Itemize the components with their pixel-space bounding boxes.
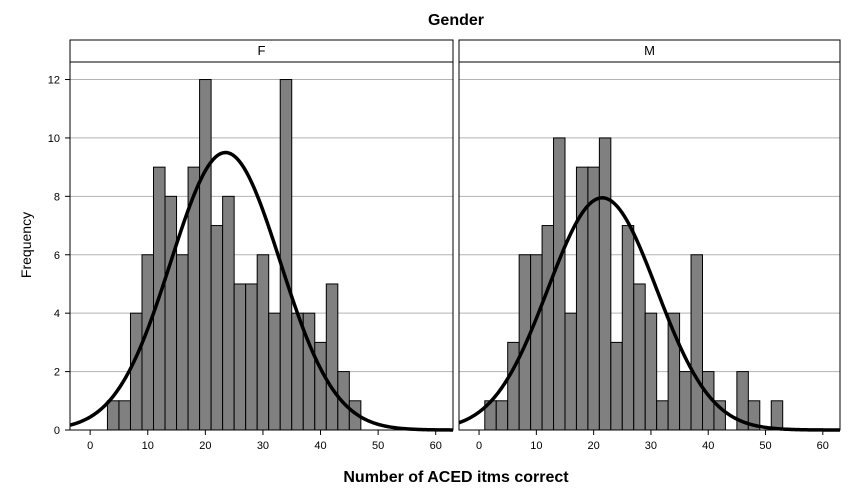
plot-frame	[458, 61, 841, 431]
histogram-bar	[256, 254, 270, 431]
x-tick-label: 40	[314, 440, 326, 452]
histogram-bar	[129, 312, 143, 431]
x-tick-label: 0	[476, 440, 482, 452]
histogram-bar	[325, 283, 339, 431]
histogram-bar	[164, 195, 178, 431]
y-tick-label: 10	[48, 133, 60, 145]
y-tick-label: 6	[54, 250, 60, 262]
plot-frame	[69, 61, 454, 431]
x-tick-label: 50	[759, 440, 771, 452]
histogram-bar	[279, 79, 293, 431]
x-tick-label: 20	[199, 440, 211, 452]
histogram-bar	[507, 341, 520, 431]
normal-curve	[69, 150, 453, 432]
histogram-bar	[176, 254, 189, 431]
histogram-bar	[690, 254, 703, 431]
histogram-bar	[610, 341, 623, 431]
x-tick-label: 30	[257, 440, 269, 452]
x-tick-label: 60	[430, 440, 442, 452]
y-tick-label: 4	[54, 308, 60, 320]
y-tick-label: 2	[54, 367, 60, 379]
histogram-bar	[553, 137, 566, 431]
panels-group: F 0 10 20 30 40 50 60 0 2 4 6 8 10 12 M 0 10 20 30 40 50 60	[48, 39, 841, 452]
x-tick-label: 10	[530, 440, 542, 452]
y-tick-label: 0	[54, 425, 60, 437]
x-tick-label: 50	[372, 440, 384, 452]
histogram-bar	[598, 137, 612, 431]
x-tick-label: 10	[142, 440, 154, 452]
histogram-bar	[770, 400, 784, 431]
x-tick-label: 60	[817, 440, 829, 452]
histogram-bar	[530, 254, 543, 431]
normal-curve	[458, 196, 840, 432]
x-tick-label: 30	[645, 440, 657, 452]
histogram-bar	[541, 225, 555, 431]
histogram-bar	[679, 371, 692, 431]
y-tick-label: 8	[54, 191, 60, 203]
y-tick-label: 12	[48, 75, 60, 87]
histogram-bar	[233, 283, 247, 431]
histogram-bar	[222, 195, 235, 431]
x-tick-label: 0	[87, 440, 93, 452]
histogram-bar	[291, 312, 304, 431]
histogram-bar	[656, 400, 669, 431]
histogram-bar	[118, 400, 131, 431]
x-tick-label: 40	[702, 440, 714, 452]
x-tick-label: 20	[588, 440, 600, 452]
histogram-bar	[106, 400, 120, 431]
histogram-bar	[564, 312, 577, 431]
panel-f: F 0 10 20 30 40 50 60 0 2 4 6 8 10 12	[48, 39, 454, 452]
panel-m: M 0 10 20 30 40 50 60	[458, 39, 841, 452]
histogram-bar	[621, 225, 635, 431]
histogram-bar	[314, 341, 327, 431]
panel-title: F	[258, 43, 266, 58]
histogram-bar	[495, 400, 509, 431]
panel-title: M	[644, 43, 655, 58]
histogram-bar	[268, 312, 281, 431]
y-axis-label: Frequency	[18, 212, 34, 278]
x-axis-label: Number of ACED itms correct	[343, 469, 569, 486]
histogram-bar	[644, 312, 658, 431]
histogram-bar	[587, 166, 600, 431]
histogram-bar	[210, 225, 224, 431]
histogram-bar	[245, 283, 258, 431]
histogram-bar	[199, 79, 212, 431]
histogram-bar	[633, 283, 646, 431]
chart-title: Gender	[428, 12, 484, 29]
